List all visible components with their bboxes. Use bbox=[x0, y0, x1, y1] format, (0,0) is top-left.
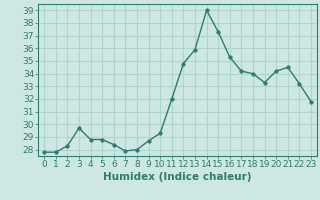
X-axis label: Humidex (Indice chaleur): Humidex (Indice chaleur) bbox=[103, 172, 252, 182]
